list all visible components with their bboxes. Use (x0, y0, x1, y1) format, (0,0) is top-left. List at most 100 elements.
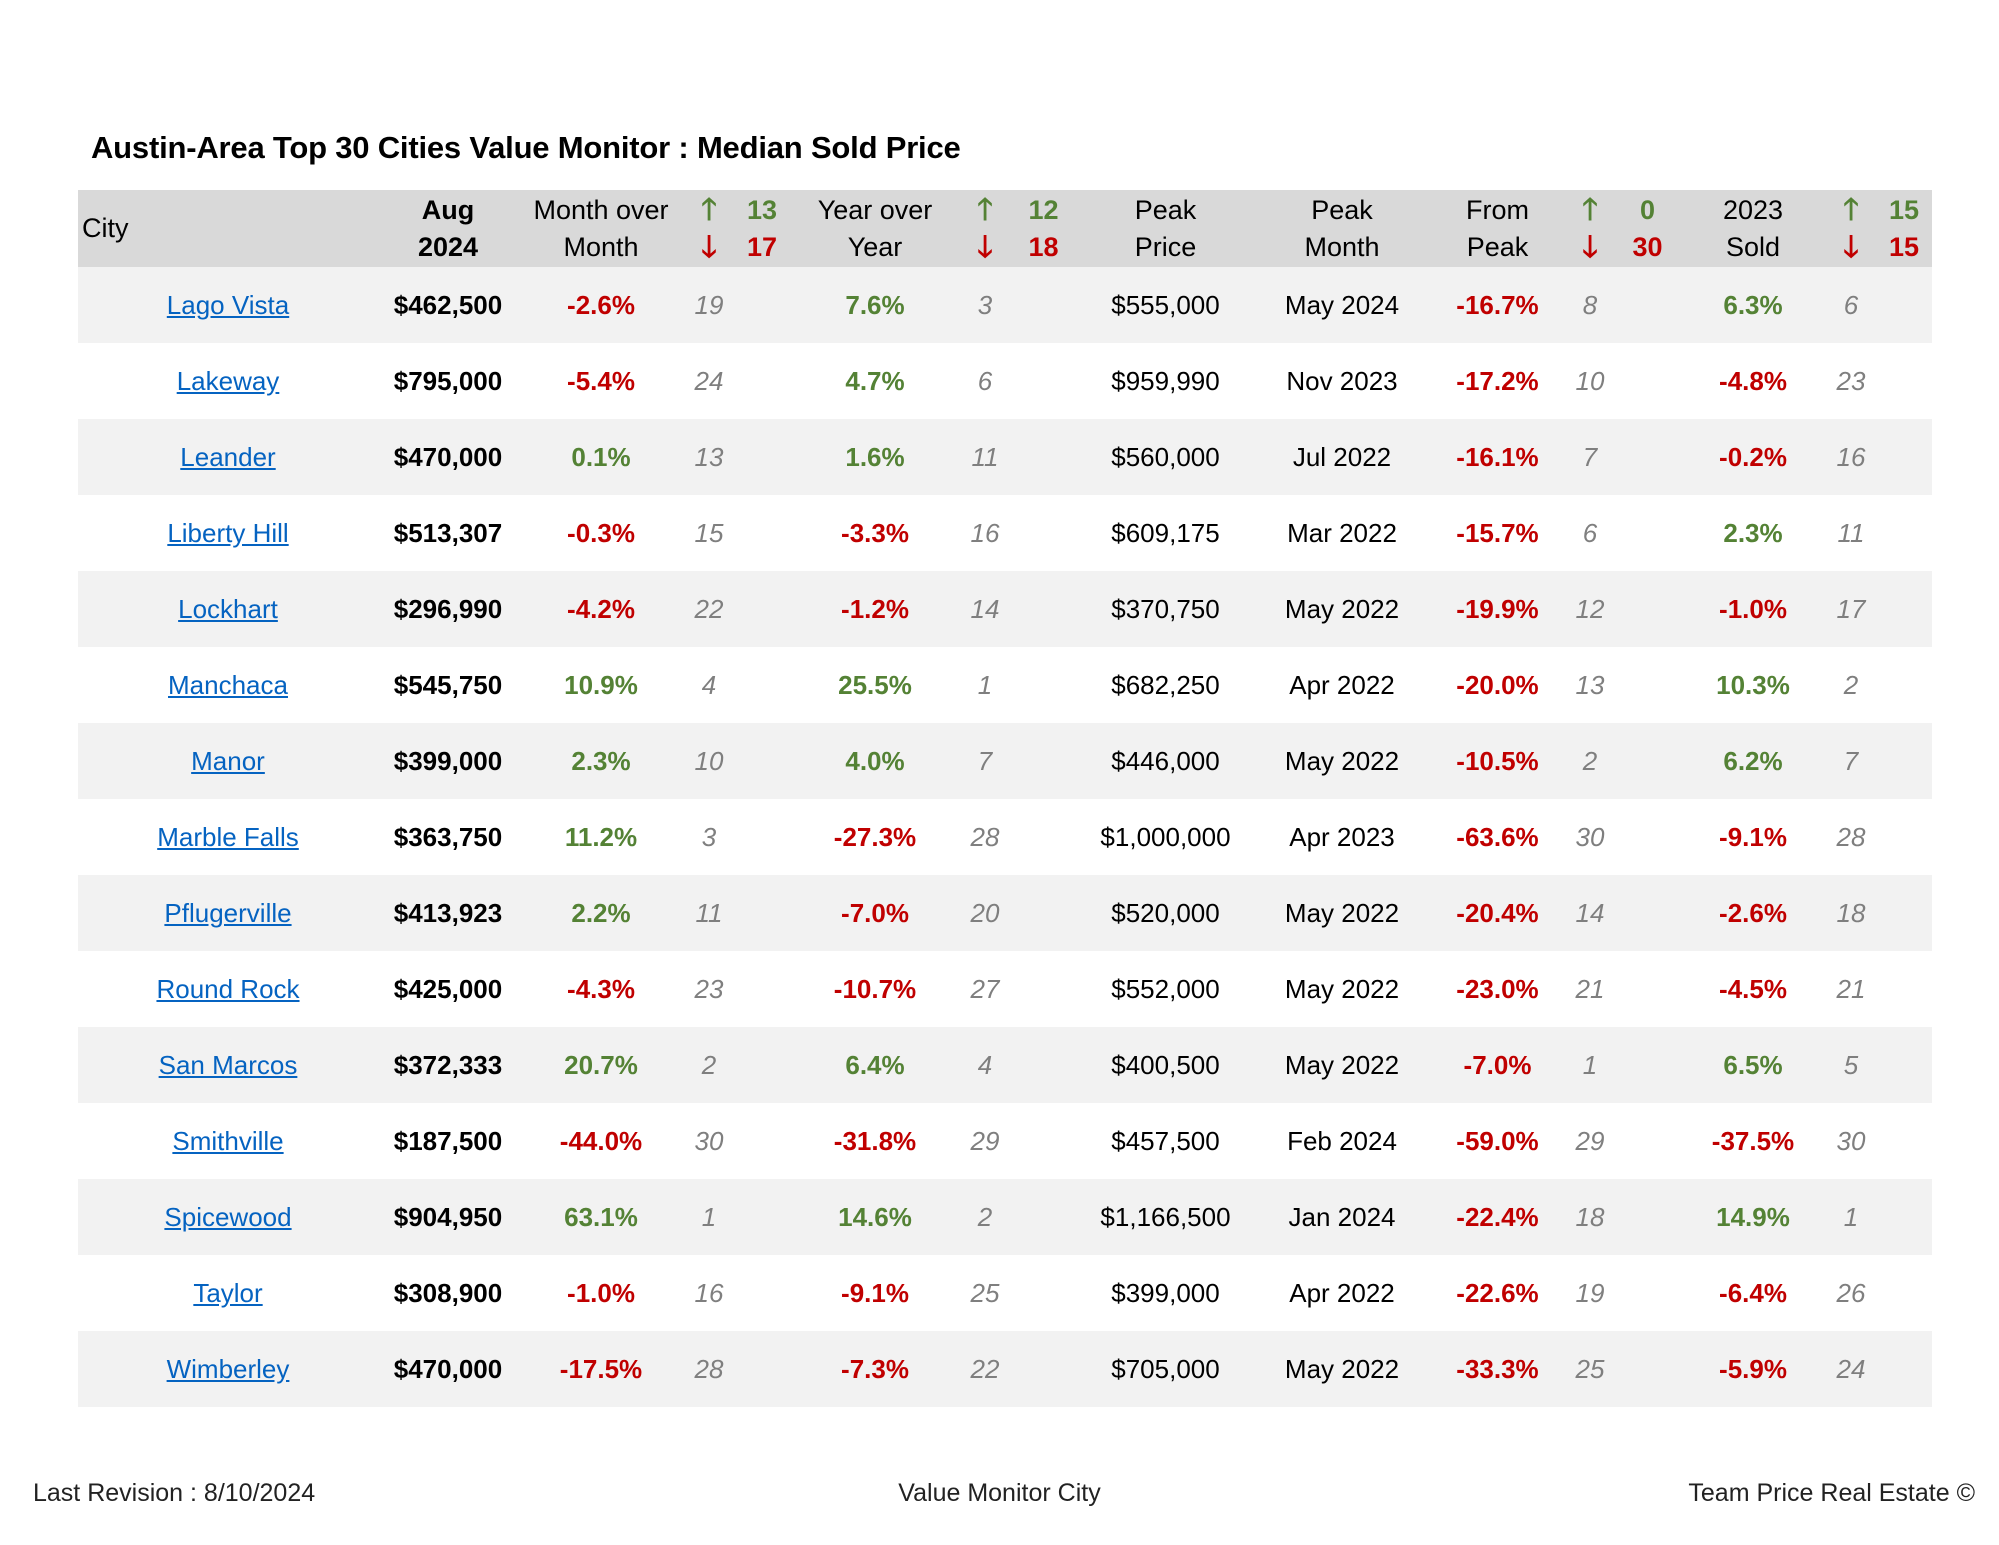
month-over-month-cell: -44.0% (518, 1103, 684, 1179)
mom-rank-cell: 28 (684, 1331, 734, 1407)
from-peak-cell: -16.7% (1430, 267, 1565, 343)
city-link[interactable]: Spicewood (164, 1201, 292, 1232)
spacer-cell (1876, 343, 1932, 419)
city-link[interactable]: Lockhart (178, 593, 278, 624)
city-link[interactable]: Manor (191, 745, 265, 776)
from-peak-rank-cell: 1 (1565, 1027, 1615, 1103)
sold-2023-cell: 6.2% (1680, 723, 1826, 799)
month-over-month-cell: 2.3% (518, 723, 684, 799)
spacer-cell (734, 571, 790, 647)
spacer-cell (734, 875, 790, 951)
spacer-cell (1615, 343, 1680, 419)
spacer-cell (734, 1331, 790, 1407)
sold-rank-cell: 26 (1826, 1255, 1876, 1331)
year-over-year-cell: -31.8% (790, 1103, 960, 1179)
spacer-cell (734, 723, 790, 799)
sold-rank-cell: 23 (1826, 343, 1876, 419)
table-row: San Marcos $372,333 20.7% 2 6.4% 4 $400,500 May… (78, 1027, 1932, 1103)
sold-rank-cell: 21 (1826, 951, 1876, 1027)
table-row: Lockhart $296,990 -4.2% 22 -1.2% 14 $370,750 Ma… (78, 571, 1932, 647)
peak-month-cell: Apr 2023 (1254, 799, 1430, 875)
peak-price-cell: $446,000 (1077, 723, 1254, 799)
city-link[interactable]: Liberty Hill (167, 517, 289, 548)
from-peak-cell: -10.5% (1430, 723, 1565, 799)
spacer-cell (1876, 647, 1932, 723)
month-over-month-cell: -2.6% (518, 267, 684, 343)
table-row: Taylor $308,900 -1.0% 16 -9.1% 25 $399,000 Apr … (78, 1255, 1932, 1331)
from-peak-rank-cell: 25 (1565, 1331, 1615, 1407)
spacer-cell (734, 1103, 790, 1179)
sold-counts: 15 15 (1876, 190, 1932, 267)
city-link[interactable]: Lakeway (176, 365, 280, 396)
city-link[interactable]: Smithville (172, 1125, 284, 1156)
city-link[interactable]: Marble Falls (157, 821, 299, 852)
yoy-rank-cell: 11 (960, 419, 1010, 495)
spacer-cell (1615, 1103, 1680, 1179)
spacer-cell (1615, 419, 1680, 495)
from-peak-rank-cell: 13 (1565, 647, 1615, 723)
peak-price-cell: $560,000 (1077, 419, 1254, 495)
city-cell: Taylor (78, 1255, 378, 1331)
month-over-month-cell: -17.5% (518, 1331, 684, 1407)
value-monitor-table: City Aug 2024 Month over Month 🡑 🡓 13 17 Yea… (78, 190, 1932, 1407)
peak-month-cell: May 2022 (1254, 951, 1430, 1027)
sold-2023-cell: 10.3% (1680, 647, 1826, 723)
spacer-cell (1010, 419, 1077, 495)
yoy-arrows: 🡑 🡓 (960, 190, 1010, 267)
spacer-cell (1876, 419, 1932, 495)
table-row: Marble Falls $363,750 11.2% 3 -27.3% 28 $1,000… (78, 799, 1932, 875)
sold-2023-cell: 2.3% (1680, 495, 1826, 571)
spacer-cell (1010, 1027, 1077, 1103)
col-header-aug-2024: Aug 2024 (378, 190, 518, 267)
last-revision: Last Revision : 8/10/2024 (33, 1479, 316, 1507)
city-link[interactable]: Taylor (193, 1277, 263, 1308)
sold-2023-cell: -6.4% (1680, 1255, 1826, 1331)
sold-rank-cell: 7 (1826, 723, 1876, 799)
city-link[interactable]: Leander (180, 441, 276, 472)
city-cell: Round Rock (78, 951, 378, 1027)
city-cell: Lakeway (78, 343, 378, 419)
up-arrow-icon: 🡑 (977, 192, 993, 226)
spacer-cell (1876, 1103, 1932, 1179)
spacer-cell (1010, 1179, 1077, 1255)
city-link[interactable]: Round Rock (156, 973, 300, 1004)
sold-rank-cell: 2 (1826, 647, 1876, 723)
spacer-cell (1010, 571, 1077, 647)
from-peak-rank-cell: 21 (1565, 951, 1615, 1027)
peak-price-cell: $705,000 (1077, 1331, 1254, 1407)
median-price-cell: $363,750 (378, 799, 518, 875)
city-link[interactable]: Pflugerville (164, 897, 292, 928)
median-price-cell: $470,000 (378, 1331, 518, 1407)
peak-month-cell: Mar 2022 (1254, 495, 1430, 571)
year-over-year-cell: -1.2% (790, 571, 960, 647)
spacer-cell (734, 1027, 790, 1103)
median-price-cell: $545,750 (378, 647, 518, 723)
spacer-cell (1615, 571, 1680, 647)
spacer-cell (1876, 495, 1932, 571)
city-link[interactable]: Manchaca (168, 669, 288, 700)
spacer-cell (1010, 267, 1077, 343)
spacer-cell (1876, 1255, 1932, 1331)
year-over-year-cell: -3.3% (790, 495, 960, 571)
table-row: Round Rock $425,000 -4.3% 23 -10.7% 27 $552,00… (78, 951, 1932, 1027)
spacer-cell (1876, 1179, 1932, 1255)
median-price-cell: $187,500 (378, 1103, 518, 1179)
spacer-cell (1010, 875, 1077, 951)
sold-2023-cell: 6.3% (1680, 267, 1826, 343)
from-peak-cell: -23.0% (1430, 951, 1565, 1027)
mom-rank-cell: 24 (684, 343, 734, 419)
median-price-cell: $904,950 (378, 1179, 518, 1255)
city-cell: Pflugerville (78, 875, 378, 951)
from-peak-rank-cell: 10 (1565, 343, 1615, 419)
table-row: Lakeway $795,000 -5.4% 24 4.7% 6 $959,990 Nov 2… (78, 343, 1932, 419)
sold-rank-cell: 17 (1826, 571, 1876, 647)
mom-rank-cell: 2 (684, 1027, 734, 1103)
city-cell: Lockhart (78, 571, 378, 647)
city-link[interactable]: Lago Vista (166, 289, 290, 320)
peak-price-cell: $555,000 (1077, 267, 1254, 343)
city-cell: Wimberley (78, 1331, 378, 1407)
from-peak-cell: -16.1% (1430, 419, 1565, 495)
city-link[interactable]: San Marcos (158, 1049, 298, 1080)
from-peak-cell: -17.2% (1430, 343, 1565, 419)
city-link[interactable]: Wimberley (166, 1353, 290, 1384)
